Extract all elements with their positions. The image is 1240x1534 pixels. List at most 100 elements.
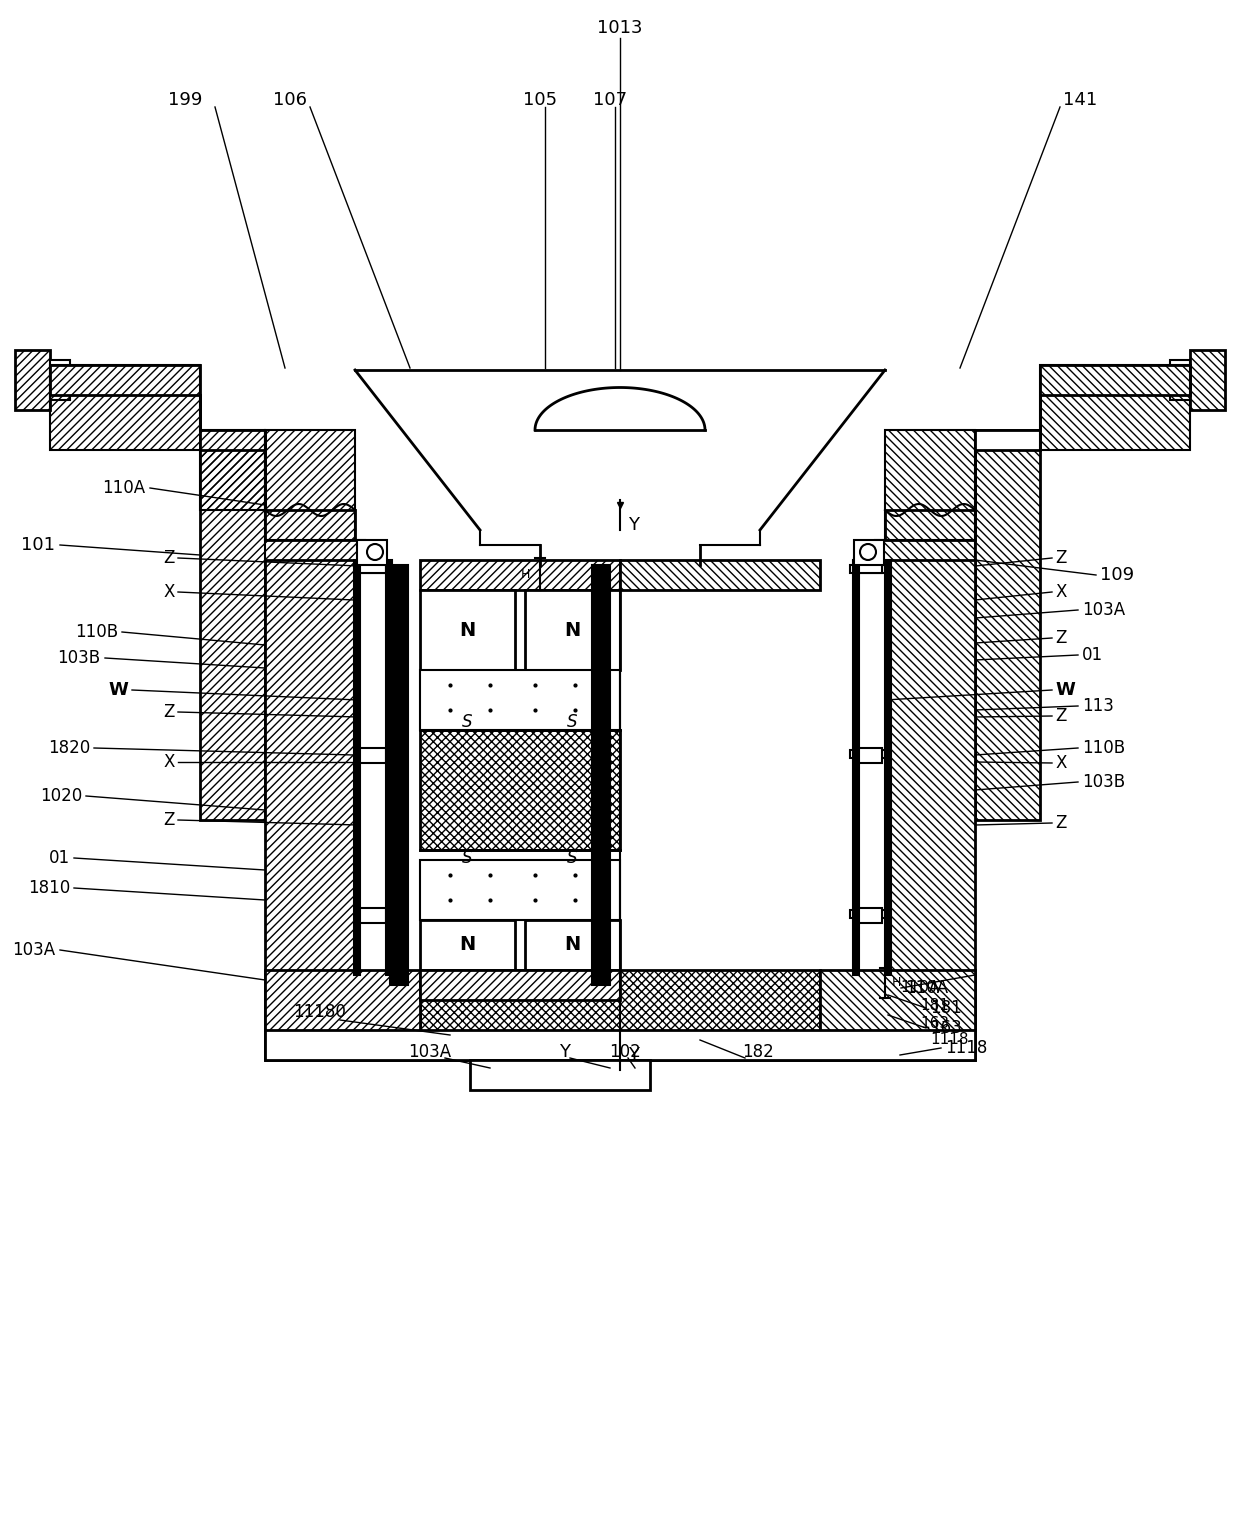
Text: 1118: 1118 <box>945 1039 987 1057</box>
Bar <box>265 969 420 1060</box>
Text: X: X <box>164 583 175 601</box>
Text: 182: 182 <box>742 1043 774 1062</box>
Text: Z: Z <box>164 549 175 568</box>
Text: Z: Z <box>164 703 175 721</box>
Bar <box>358 558 386 574</box>
Bar <box>975 430 1040 821</box>
Text: 109: 109 <box>1100 566 1135 584</box>
Bar <box>1190 350 1225 410</box>
Text: 181: 181 <box>930 999 962 1017</box>
Text: S: S <box>461 848 472 867</box>
Text: 11180: 11180 <box>294 1003 346 1022</box>
Text: Y: Y <box>559 1043 570 1062</box>
Text: 103A: 103A <box>12 940 55 959</box>
Text: Z: Z <box>1055 707 1066 726</box>
Bar <box>358 749 386 762</box>
Text: X: X <box>1055 755 1066 772</box>
Text: Y: Y <box>627 515 639 534</box>
Text: H: H <box>892 977 901 989</box>
Text: N: N <box>564 620 580 640</box>
Text: 1810: 1810 <box>27 879 69 897</box>
Bar <box>355 910 391 917</box>
Text: 01: 01 <box>48 848 69 867</box>
Text: 105: 105 <box>523 91 557 109</box>
Bar <box>420 920 515 969</box>
Bar <box>391 565 408 985</box>
Bar <box>854 749 882 762</box>
Bar <box>525 920 620 969</box>
Text: N: N <box>459 936 475 954</box>
Text: 199: 199 <box>167 91 202 109</box>
Text: H: H <box>521 568 529 580</box>
Text: S: S <box>461 713 472 732</box>
Bar <box>849 750 885 758</box>
Bar <box>200 430 265 821</box>
Text: 110A: 110A <box>900 980 939 996</box>
Bar <box>358 908 386 923</box>
Bar <box>620 560 820 591</box>
Bar <box>420 591 515 670</box>
Bar <box>885 560 975 1029</box>
Text: 103B: 103B <box>1083 773 1125 792</box>
Text: 107: 107 <box>593 91 627 109</box>
Bar <box>854 540 884 565</box>
Text: 106: 106 <box>273 91 308 109</box>
Bar <box>386 560 392 976</box>
Text: 1020: 1020 <box>40 787 82 805</box>
Text: 163: 163 <box>920 1016 949 1031</box>
Bar <box>265 1029 975 1060</box>
Bar <box>853 560 859 976</box>
Text: N: N <box>564 936 580 954</box>
Bar <box>353 560 360 976</box>
Bar <box>591 565 610 985</box>
Bar <box>1171 360 1190 400</box>
Text: 01: 01 <box>1083 646 1104 664</box>
Circle shape <box>367 545 383 560</box>
Bar <box>355 565 391 574</box>
Circle shape <box>861 545 875 560</box>
Text: 110B: 110B <box>1083 739 1125 756</box>
Bar <box>849 910 885 917</box>
Text: 103A: 103A <box>1083 601 1125 620</box>
Text: 110B: 110B <box>74 623 118 641</box>
Bar <box>854 908 882 923</box>
Text: Z: Z <box>164 811 175 828</box>
Text: X: X <box>1055 583 1066 601</box>
Bar <box>15 350 50 410</box>
Text: 113: 113 <box>1083 696 1114 715</box>
Text: 103B: 103B <box>57 649 100 667</box>
Bar <box>885 560 892 976</box>
Bar <box>875 540 975 565</box>
Text: 141: 141 <box>1063 91 1097 109</box>
Bar <box>820 969 975 1060</box>
Text: 163: 163 <box>930 1019 962 1037</box>
Bar <box>470 1060 650 1091</box>
Text: 1013: 1013 <box>598 18 642 37</box>
Bar <box>420 969 820 1060</box>
Bar <box>420 670 620 730</box>
Text: W: W <box>108 681 128 700</box>
Bar <box>357 540 387 565</box>
Text: Z: Z <box>1055 629 1066 647</box>
Bar <box>420 730 620 850</box>
Bar <box>854 558 882 574</box>
Text: 1820: 1820 <box>48 739 91 756</box>
Text: N: N <box>459 620 475 640</box>
Polygon shape <box>885 365 1190 540</box>
Bar <box>420 560 620 591</box>
Bar <box>420 969 620 1000</box>
Text: X: X <box>164 753 175 772</box>
Bar <box>849 565 885 574</box>
Text: 110A: 110A <box>102 479 145 497</box>
Text: 102: 102 <box>609 1043 641 1062</box>
Bar <box>525 591 620 670</box>
Text: 181: 181 <box>920 999 949 1014</box>
Text: 110A: 110A <box>905 979 949 997</box>
Text: S: S <box>567 848 578 867</box>
Text: 103A: 103A <box>408 1043 451 1062</box>
Text: W: W <box>1055 681 1075 700</box>
Text: Z: Z <box>1055 815 1066 831</box>
Bar <box>50 360 69 400</box>
Bar <box>265 540 365 565</box>
Bar <box>420 861 620 920</box>
